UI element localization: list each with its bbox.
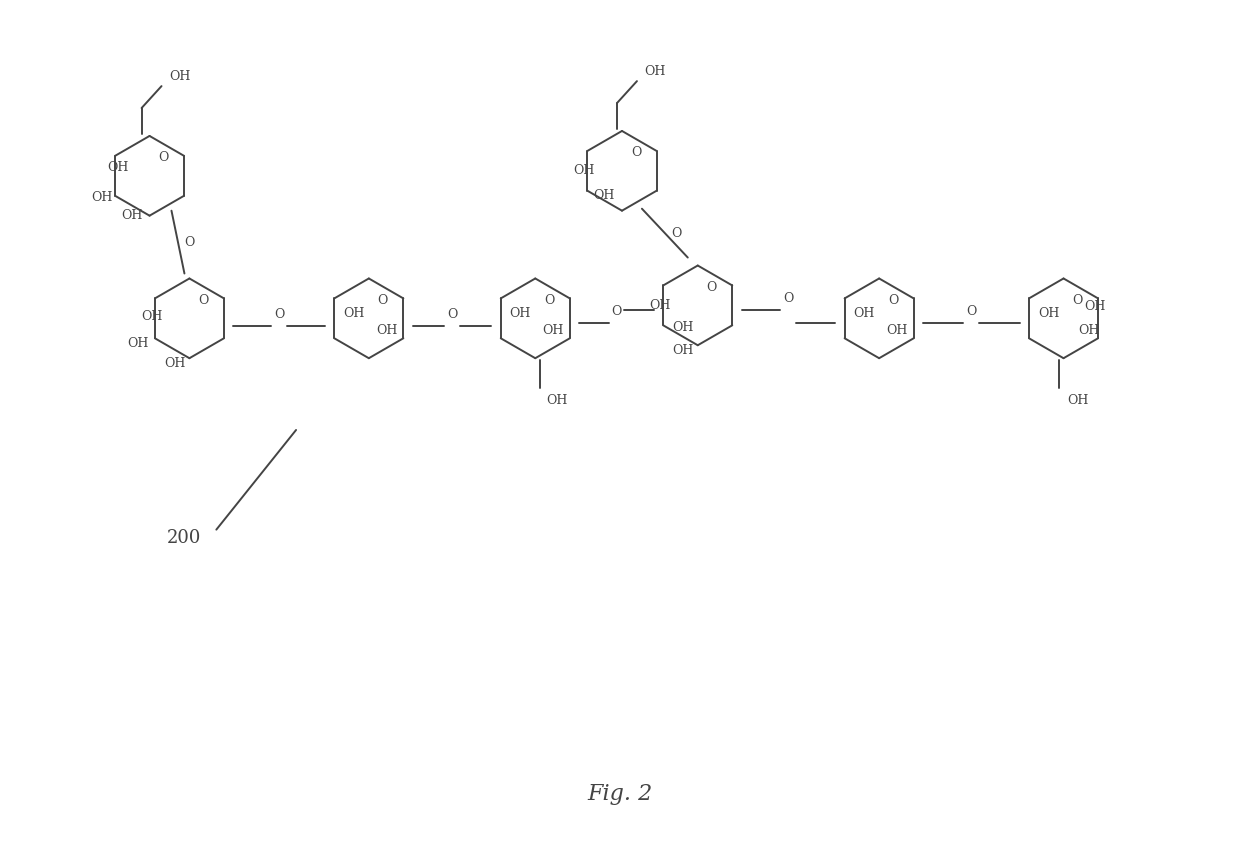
- Text: O: O: [159, 152, 169, 164]
- Text: O: O: [185, 236, 195, 248]
- Text: OH: OH: [1078, 324, 1099, 337]
- Text: O: O: [378, 294, 388, 306]
- Text: O: O: [888, 294, 898, 306]
- Text: OH: OH: [510, 306, 531, 320]
- Text: O: O: [611, 305, 621, 318]
- Text: OH: OH: [650, 299, 671, 312]
- Text: OH: OH: [169, 70, 190, 83]
- Text: OH: OH: [547, 393, 568, 407]
- Text: O: O: [198, 294, 208, 306]
- Text: OH: OH: [645, 65, 666, 77]
- Text: OH: OH: [164, 357, 185, 370]
- Text: OH: OH: [1085, 300, 1106, 313]
- Text: OH: OH: [573, 164, 595, 178]
- Text: 200: 200: [167, 529, 202, 546]
- Text: OH: OH: [672, 321, 693, 333]
- Text: OH: OH: [376, 324, 398, 337]
- Text: OH: OH: [107, 162, 129, 174]
- Text: OH: OH: [126, 337, 149, 349]
- Text: O: O: [446, 308, 458, 321]
- Text: OH: OH: [543, 324, 564, 337]
- Text: OH: OH: [594, 189, 615, 202]
- Text: O: O: [784, 292, 794, 305]
- Text: OH: OH: [853, 306, 875, 320]
- Text: O: O: [966, 305, 977, 318]
- Text: O: O: [274, 308, 284, 321]
- Text: OH: OH: [122, 209, 143, 222]
- Text: OH: OH: [1066, 393, 1089, 407]
- Text: OH: OH: [141, 310, 162, 322]
- Text: OH: OH: [1038, 306, 1059, 320]
- Text: O: O: [672, 226, 682, 240]
- Text: O: O: [1073, 294, 1083, 306]
- Text: OH: OH: [672, 344, 693, 357]
- Text: OH: OH: [343, 306, 365, 320]
- Text: O: O: [631, 147, 641, 159]
- Text: OH: OH: [91, 191, 113, 205]
- Text: Fig. 2: Fig. 2: [588, 783, 652, 805]
- Text: OH: OH: [887, 324, 908, 337]
- Text: O: O: [544, 294, 554, 306]
- Text: O: O: [707, 281, 717, 294]
